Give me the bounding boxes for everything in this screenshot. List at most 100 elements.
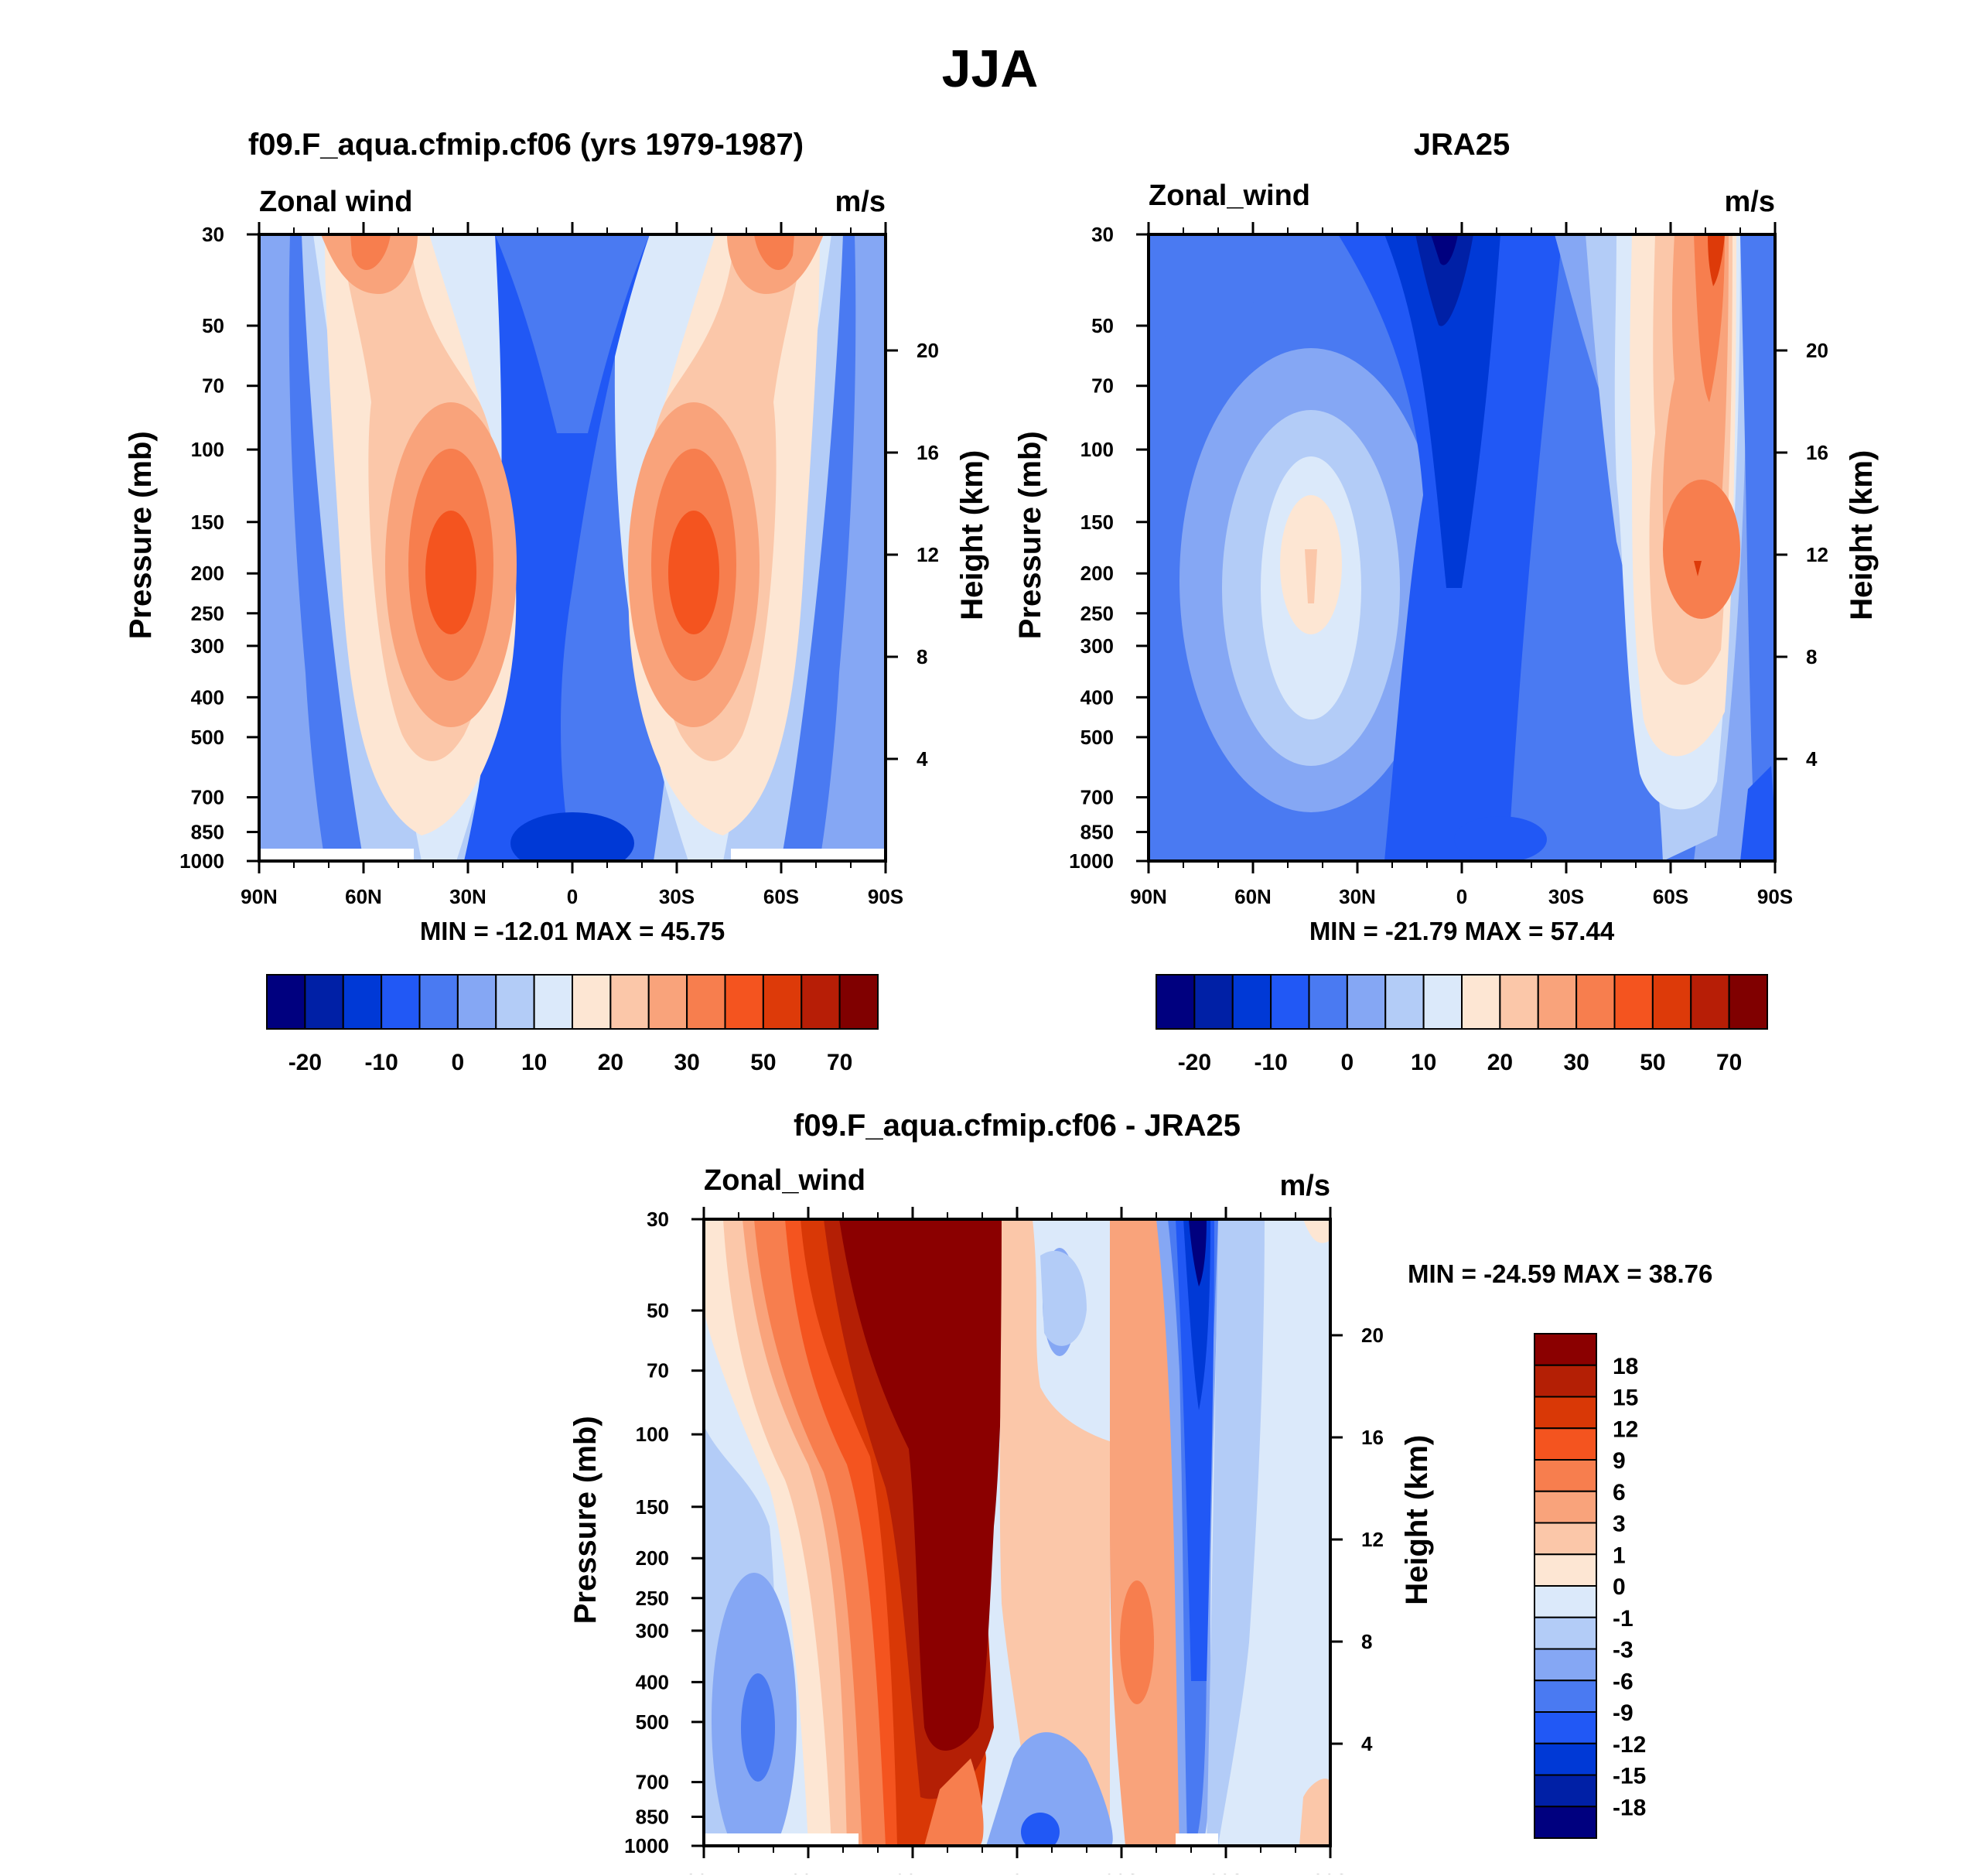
x-tick-label: 60S <box>763 885 799 908</box>
panel1-field-blue-core <box>464 234 650 861</box>
colorbar-swatch <box>1534 1522 1597 1556</box>
y-tick-label: 500 <box>1080 726 1114 749</box>
panel2-field-se-edge <box>1736 234 1775 861</box>
colorbar-label: -15 <box>1613 1764 1646 1789</box>
colorbar-label: -20 <box>288 1050 322 1075</box>
colorbar-swatch <box>647 974 688 1030</box>
colorbar-label: 50 <box>1640 1050 1665 1075</box>
y-tick-label: 250 <box>191 602 224 625</box>
panel3-colorbar-labels: 18 15 12 9 6 3 1 0 -1 -3 -6 -9 -12 -15 -18 <box>1613 1354 1646 1821</box>
colorbar-swatch <box>1534 1333 1597 1366</box>
colorbar-swatch <box>1384 974 1425 1030</box>
colorbar-swatch <box>1651 974 1692 1030</box>
colorbar-swatch <box>304 974 344 1030</box>
x-tick-label: 90N <box>241 885 278 908</box>
height-axis-title: Height (km) <box>1845 450 1879 620</box>
panel3-field-warm-mid <box>723 1219 862 1846</box>
y-tick-label: 50 <box>1091 314 1114 337</box>
panel2-field-easterly-peak <box>1431 234 1458 265</box>
panel3-colorbar-boxes <box>1534 1333 1597 1839</box>
panel3-field-mid-peach <box>999 1219 1110 1846</box>
colorbar-label: 0 <box>1613 1574 1626 1600</box>
colorbar-label: 9 <box>1613 1448 1626 1474</box>
height-tick-label: 8 <box>1361 1630 1372 1653</box>
colorbar-label: 10 <box>521 1050 547 1075</box>
panel3-field-surface-blue-core <box>1021 1813 1060 1846</box>
y-tick-label: 400 <box>191 685 224 709</box>
colorbar-swatch <box>1534 1490 1597 1524</box>
panel1-field-east-band <box>820 234 886 861</box>
panel1-field-missing-east <box>731 849 886 861</box>
y-tick-label: 700 <box>191 786 224 809</box>
panel1-field-jet-west-max <box>425 511 476 634</box>
x-tick-label: 90S <box>1757 885 1793 908</box>
y-tick-label: 150 <box>191 511 224 534</box>
panel2-axes: 90N 60N 30N 0 30S 60S 90S 30 50 70 100 150 200 250 300… <box>1013 222 1879 908</box>
panel3-field-se-surface <box>1299 1779 1330 1846</box>
colorbar-swatch <box>1534 1396 1597 1430</box>
panel2-field-easterly-max <box>1415 234 1473 326</box>
colorbar-swatch <box>495 974 535 1030</box>
y-tick-label: 70 <box>1091 374 1114 398</box>
colorbar-swatch <box>1534 1711 1597 1744</box>
colorbar-swatch <box>1534 1364 1597 1398</box>
colorbar-label: 70 <box>827 1050 852 1075</box>
colorbar-swatch <box>762 974 803 1030</box>
colorbar-label: 6 <box>1613 1480 1626 1505</box>
panel2-field <box>1149 234 1775 861</box>
panel3-field-missing-west <box>704 1833 859 1846</box>
height-tick-label: 20 <box>917 339 939 362</box>
y-tick-label: 50 <box>647 1299 669 1322</box>
x-tick-label: 60N <box>345 885 382 908</box>
panel3-field-warm-inner <box>742 1219 878 1846</box>
panel1-field-east-top-core <box>754 234 794 271</box>
panel2-field-jet-top-max <box>1708 234 1725 286</box>
x-tick-label: 30S <box>1548 885 1584 908</box>
panel2-field-easterly-core <box>1384 234 1500 588</box>
y-tick-label: 30 <box>202 223 224 246</box>
y-tick-label: 250 <box>636 1587 669 1610</box>
y-tick-label: 850 <box>636 1805 669 1828</box>
y-tick-label: 850 <box>191 820 224 843</box>
y-tick-label: 30 <box>1091 223 1114 246</box>
panel3-field-surface-warm <box>924 1758 984 1846</box>
y-tick-label: 200 <box>1080 562 1114 585</box>
y-tick-label: 100 <box>191 438 224 461</box>
panel3-field-south-warm-core <box>1120 1580 1154 1704</box>
panel3-colorbar: 18 15 12 9 6 3 1 0 -1 -3 -6 -9 -12 -15 -18 <box>1534 1333 1646 1839</box>
x-tick-label: 90N <box>1130 885 1167 908</box>
y-tick-label: 1000 <box>624 1834 669 1857</box>
main-title: JJA <box>941 39 1039 98</box>
panel3-field-surface-blue <box>986 1732 1113 1846</box>
colorbar-label: -9 <box>1613 1700 1634 1726</box>
panel3-title: f09.F_aqua.cfmip.cf06 - JRA25 <box>794 1109 1241 1143</box>
panel3-min-max: MIN = -24.59 MAX = 38.76 <box>1408 1259 1713 1288</box>
panel1-field-jet-east-max <box>668 511 719 634</box>
colorbar-swatch <box>1534 1459 1597 1492</box>
colorbar-label: -3 <box>1613 1638 1634 1663</box>
colorbar-label: 18 <box>1613 1354 1638 1379</box>
height-tick-label: 20 <box>1806 339 1828 362</box>
y-tick-label: 1000 <box>179 849 224 873</box>
colorbar-label: 0 <box>1341 1050 1354 1075</box>
panel2-field-jet-core <box>1663 480 1740 619</box>
colorbar-label: -1 <box>1613 1606 1634 1632</box>
panel3-field-south-blue-max <box>1189 1219 1207 1287</box>
panel2-field-nw <box>1149 234 1268 347</box>
colorbar-label: 1 <box>1613 1543 1626 1568</box>
x-tick-label: 90S <box>868 885 903 908</box>
x-tick-label: 30S <box>659 885 695 908</box>
colorbar-label: 15 <box>1613 1386 1638 1411</box>
colorbar-label: -10 <box>1254 1050 1287 1075</box>
y-tick-label: 200 <box>636 1546 669 1570</box>
y-tick-label: 700 <box>636 1771 669 1794</box>
y-tick-label: 500 <box>191 726 224 749</box>
height-tick-label: 8 <box>917 645 927 668</box>
colorbar-swatch <box>1613 974 1654 1030</box>
colorbar-label: 30 <box>674 1050 699 1075</box>
colorbar-label: -12 <box>1613 1732 1646 1758</box>
colorbar-swatch <box>1534 1553 1597 1587</box>
y-tick-label: 70 <box>647 1359 669 1382</box>
y-tick-label: 150 <box>1080 511 1114 534</box>
y-tick-label: 1000 <box>1069 849 1114 873</box>
